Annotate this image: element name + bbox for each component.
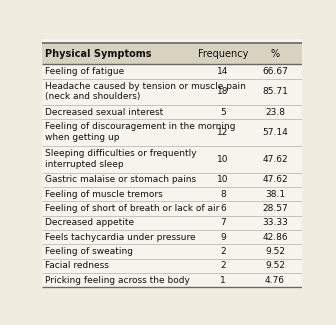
Text: 14: 14 <box>217 67 229 76</box>
Text: 42.86: 42.86 <box>262 233 288 241</box>
Text: Feeling of short of breath or lack of air: Feeling of short of breath or lack of ai… <box>45 204 219 213</box>
Text: 2: 2 <box>220 247 226 256</box>
Text: 28.57: 28.57 <box>262 204 288 213</box>
Text: 9: 9 <box>220 233 226 241</box>
Text: 5: 5 <box>220 108 226 117</box>
Text: Pricking feeling across the body: Pricking feeling across the body <box>45 276 190 285</box>
Text: 38.1: 38.1 <box>265 189 285 199</box>
Text: 66.67: 66.67 <box>262 67 288 76</box>
Text: 10: 10 <box>217 155 229 164</box>
Text: Frequency: Frequency <box>198 48 248 58</box>
Text: 47.62: 47.62 <box>262 155 288 164</box>
Text: Feeling of muscle tremors: Feeling of muscle tremors <box>45 189 163 199</box>
Text: 2: 2 <box>220 261 226 270</box>
Text: 1: 1 <box>220 276 226 285</box>
Text: Facial redness: Facial redness <box>45 261 109 270</box>
Text: Sleeping difficulties or frequently
interrupted sleep: Sleeping difficulties or frequently inte… <box>45 149 197 169</box>
Text: Feeling of sweating: Feeling of sweating <box>45 247 133 256</box>
Text: 33.33: 33.33 <box>262 218 288 227</box>
Text: 9.52: 9.52 <box>265 261 285 270</box>
Text: 57.14: 57.14 <box>262 128 288 137</box>
Text: Feeling of discouragement in the morning
when getting up: Feeling of discouragement in the morning… <box>45 123 236 142</box>
Text: 47.62: 47.62 <box>262 175 288 184</box>
Text: Decreased sexual interest: Decreased sexual interest <box>45 108 163 117</box>
Text: 23.8: 23.8 <box>265 108 285 117</box>
Text: 6: 6 <box>220 204 226 213</box>
Text: 4.76: 4.76 <box>265 276 285 285</box>
Text: 18: 18 <box>217 87 229 97</box>
Text: %: % <box>270 48 280 58</box>
Text: Feeling of fatigue: Feeling of fatigue <box>45 67 124 76</box>
Text: 8: 8 <box>220 189 226 199</box>
Text: 9.52: 9.52 <box>265 247 285 256</box>
Bar <box>42 43 302 64</box>
Text: Feels tachycardia under pressure: Feels tachycardia under pressure <box>45 233 196 241</box>
Text: Physical Symptoms: Physical Symptoms <box>45 48 152 58</box>
Text: 12: 12 <box>217 128 229 137</box>
Text: 85.71: 85.71 <box>262 87 288 97</box>
Text: 10: 10 <box>217 175 229 184</box>
Text: 7: 7 <box>220 218 226 227</box>
Text: Decreased appetite: Decreased appetite <box>45 218 134 227</box>
Text: Headache caused by tension or muscle pain
(neck and shoulders): Headache caused by tension or muscle pai… <box>45 82 246 101</box>
Text: Gastric malaise or stomach pains: Gastric malaise or stomach pains <box>45 175 196 184</box>
